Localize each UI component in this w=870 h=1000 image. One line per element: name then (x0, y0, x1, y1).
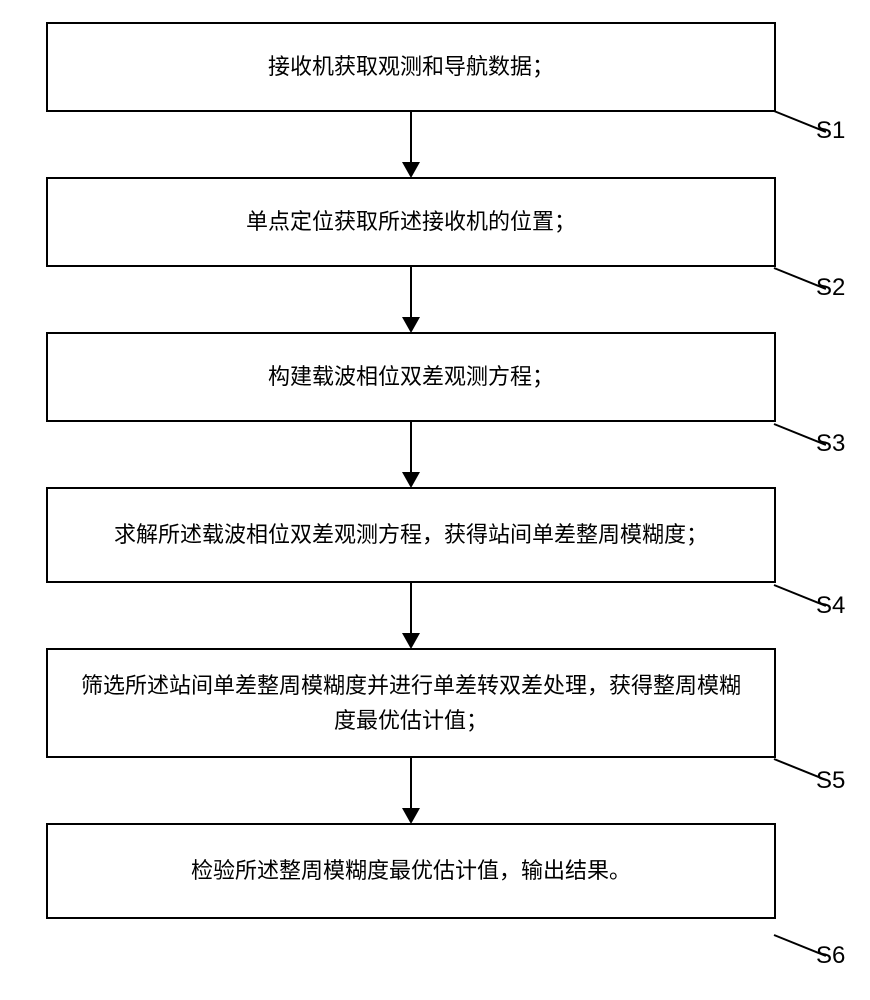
arrow-line (410, 422, 412, 473)
arrow-head (402, 633, 420, 649)
step-text: 检验所述整周模糊度最优估计值，输出结果。 (191, 853, 631, 888)
step-text: 筛选所述站间单差整周模糊度并进行单差转双差处理，获得整周模糊度最优估计值； (78, 668, 744, 738)
step-text: 求解所述载波相位双差观测方程，获得站间单差整周模糊度； (114, 517, 708, 552)
arrow (46, 267, 776, 332)
step-label-s5: S5 (816, 767, 845, 795)
step-text: 单点定位获取所述接收机的位置； (246, 204, 576, 239)
step-label-s2: S2 (816, 274, 845, 302)
step-text: 接收机获取观测和导航数据； (268, 49, 554, 84)
step-box-s1: 接收机获取观测和导航数据； (46, 22, 776, 112)
arrow-line (410, 758, 412, 809)
arrow-line (410, 267, 412, 318)
arrow-head (402, 162, 420, 178)
arrow (46, 422, 776, 487)
step-box-s2: 单点定位获取所述接收机的位置； (46, 177, 776, 267)
step-box-s4: 求解所述载波相位双差观测方程，获得站间单差整周模糊度； (46, 487, 776, 583)
step-label-s4: S4 (816, 592, 845, 620)
arrow-head (402, 808, 420, 824)
step-text: 构建载波相位双差观测方程； (268, 359, 554, 394)
step-box-s5: 筛选所述站间单差整周模糊度并进行单差转双差处理，获得整周模糊度最优估计值； (46, 648, 776, 758)
step-box-s3: 构建载波相位双差观测方程； (46, 332, 776, 422)
arrow-line (410, 583, 412, 634)
arrow-head (402, 317, 420, 333)
step-box-s6: 检验所述整周模糊度最优估计值，输出结果。 (46, 823, 776, 919)
arrow-head (402, 472, 420, 488)
arrow (46, 758, 776, 823)
flowchart-container: 接收机获取观测和导航数据；S1单点定位获取所述接收机的位置；S2构建载波相位双差… (46, 22, 824, 919)
arrow (46, 583, 776, 648)
arrow (46, 112, 776, 177)
step-label-s6: S6 (816, 942, 845, 970)
arrow-line (410, 112, 412, 163)
step-label-s3: S3 (816, 430, 845, 458)
step-label-s1: S1 (816, 117, 845, 145)
